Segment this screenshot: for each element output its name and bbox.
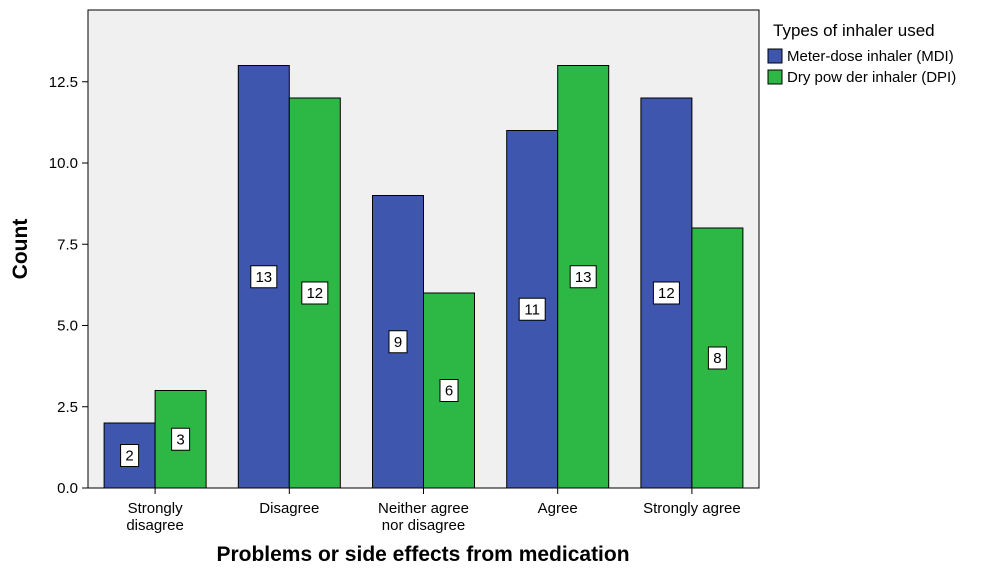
data-label: 12 <box>658 285 675 302</box>
x-category-label: disagree <box>126 517 184 534</box>
data-label-box <box>569 265 597 289</box>
y-axis: 0.0 2.5 5.0 7.5 10.0 12.5 <box>49 74 88 497</box>
y-tick-label: 5.0 <box>57 318 78 335</box>
data-label-box <box>518 297 546 321</box>
data-label: 11 <box>524 301 540 318</box>
legend-label-dpi: Dry pow der inhaler (DPI) <box>787 69 956 86</box>
data-label-box <box>388 330 408 354</box>
data-label-box <box>250 265 278 289</box>
legend-swatch-mdi <box>767 48 783 64</box>
legend-title: Types of inhaler used <box>773 21 935 40</box>
y-tick-label: 0.0 <box>57 480 78 497</box>
data-label-box <box>439 379 459 402</box>
data-label: 9 <box>394 334 402 351</box>
data-label-box <box>171 427 191 451</box>
data-label-box <box>707 346 727 370</box>
x-category-label: Neither agree <box>378 500 469 517</box>
bar-mdi <box>506 130 559 489</box>
y-tick-label: 10.0 <box>49 155 78 172</box>
y-tick-label: 7.5 <box>57 236 78 253</box>
data-label: 13 <box>255 269 272 286</box>
x-axis-title: Problems or side effects from medication <box>216 543 629 566</box>
data-label-box <box>301 281 329 305</box>
data-label: 8 <box>713 350 721 367</box>
y-tick-label: 2.5 <box>57 399 78 416</box>
x-category-label: nor disagree <box>382 517 465 534</box>
y-axis-title: Count <box>9 219 32 280</box>
data-label: 2 <box>125 448 133 465</box>
x-category-label: Strongly agree <box>643 500 741 517</box>
legend: Types of inhaler used Meter-dose inhaler… <box>767 21 956 86</box>
data-label-box <box>652 281 680 305</box>
x-category-label: Disagree <box>259 500 319 517</box>
data-label: 12 <box>306 285 323 302</box>
x-category-label: Agree <box>538 500 578 517</box>
legend-swatch-dpi <box>767 69 783 85</box>
data-labels-layer: 2 3 13 12 9 6 11 13 12 8 <box>120 265 727 467</box>
data-label: 3 <box>176 431 184 448</box>
data-label: 13 <box>575 269 592 286</box>
y-tick-label: 12.5 <box>49 74 78 91</box>
data-label: 6 <box>445 383 453 400</box>
data-label-box <box>120 444 140 467</box>
legend-label-mdi: Meter-dose inhaler (MDI) <box>787 48 954 65</box>
x-category-label: Strongly <box>128 500 184 517</box>
